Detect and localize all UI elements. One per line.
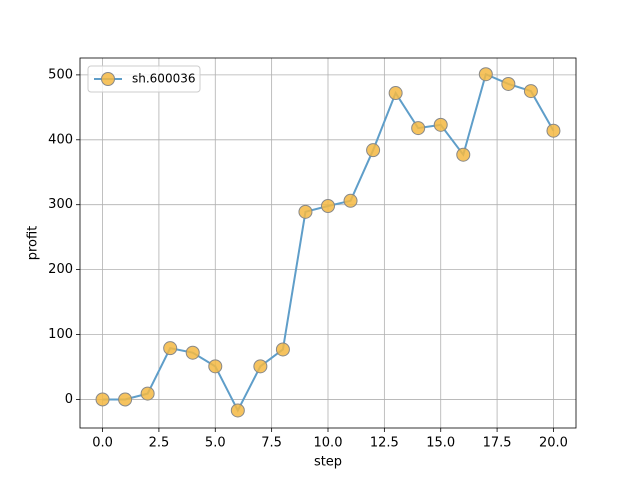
- data-point: [366, 143, 381, 158]
- data-point: [208, 359, 223, 374]
- x-tick-label: 12.5: [370, 436, 399, 451]
- data-point: [275, 342, 290, 357]
- x-tick-label: 5.0: [205, 436, 226, 451]
- y-tick-label: 400: [48, 132, 73, 147]
- data-point: [523, 84, 538, 99]
- y-axis-label: profit: [26, 226, 41, 261]
- data-point: [388, 86, 403, 101]
- legend-label: sh.600036: [132, 72, 195, 86]
- x-tick-label: 0.0: [92, 436, 113, 451]
- data-point: [433, 117, 448, 132]
- data-point: [478, 67, 493, 82]
- data-point: [298, 204, 313, 219]
- data-point: [140, 386, 155, 401]
- y-tick-label: 100: [48, 327, 73, 342]
- data-point: [321, 199, 335, 213]
- data-point: [456, 147, 471, 162]
- axes-frame: [79, 57, 577, 429]
- legend-marker: [101, 72, 115, 86]
- x-tick-label: 7.5: [261, 436, 282, 451]
- data-point: [118, 392, 133, 407]
- y-tick-label: 300: [48, 197, 73, 212]
- x-axis-label: step: [314, 455, 342, 470]
- data-point: [185, 345, 200, 360]
- y-tick-label: 200: [48, 262, 73, 277]
- data-point: [546, 123, 561, 138]
- y-tick-label: 0: [65, 392, 73, 407]
- y-tick-label: 500: [48, 67, 73, 82]
- data-point: [343, 193, 358, 208]
- legend-box: [87, 65, 201, 93]
- x-tick-label: 17.5: [483, 436, 512, 451]
- data-point: [253, 359, 268, 374]
- x-tick-label: 10.0: [314, 436, 343, 451]
- data-point: [163, 341, 178, 356]
- x-tick-label: 20.0: [539, 436, 568, 451]
- x-tick-label: 2.5: [149, 436, 170, 451]
- data-point: [501, 76, 516, 91]
- data-point: [411, 121, 426, 136]
- data-point: [230, 403, 245, 418]
- data-point: [95, 392, 110, 407]
- x-tick-label: 15.0: [426, 436, 455, 451]
